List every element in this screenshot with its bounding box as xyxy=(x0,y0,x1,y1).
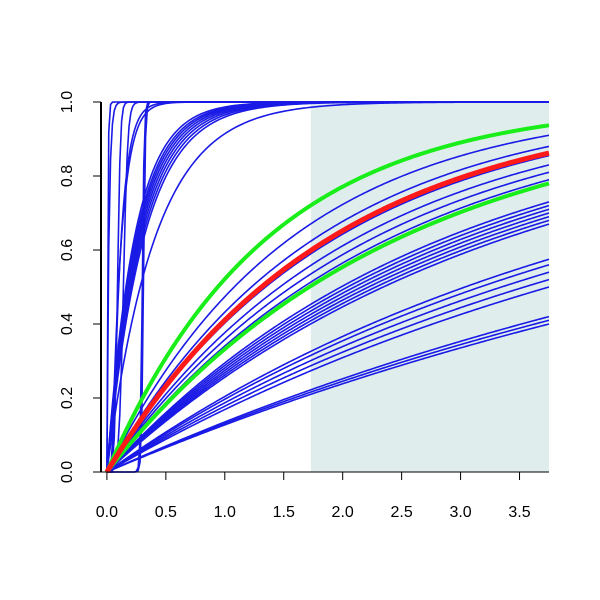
axes-layer: 0.0 0.5 1.0 1.5 2.0 2.5 3.0 3.5 0.0 0.2 0.4 0.6 0.8 1… xyxy=(59,91,549,521)
y-tick-label-2: 0.4 xyxy=(59,313,76,335)
slow-curve-21 xyxy=(106,323,550,473)
slow-curve-5 xyxy=(106,171,550,473)
y-tick-label-4: 0.8 xyxy=(59,165,76,187)
slow-curve-15 xyxy=(106,264,550,473)
slow-curve-7 xyxy=(106,201,550,473)
slow-curve-1 xyxy=(106,134,550,473)
y-tick-label-5: 1.0 xyxy=(59,91,76,113)
slow-curve-2 xyxy=(106,145,550,473)
slow-curve-4 xyxy=(106,164,550,473)
slow-curve-9 xyxy=(106,208,550,473)
slow-curve-10 xyxy=(106,212,550,473)
slow-curve-19 xyxy=(106,315,550,473)
slow-curve-12 xyxy=(106,219,550,473)
slow-curve-17 xyxy=(106,278,550,473)
y-tick-label-1: 0.2 xyxy=(59,387,76,409)
y-tick-label-0: 0.0 xyxy=(59,461,76,483)
curves-layer xyxy=(104,101,550,474)
x-tick-label-3: 1.5 xyxy=(273,504,295,521)
slow-curve-8 xyxy=(106,204,550,473)
x-tick-label-7: 3.5 xyxy=(508,504,530,521)
x-tick-label-4: 2.0 xyxy=(332,504,354,521)
slow-curve-13 xyxy=(106,223,550,473)
slow-curve-16 xyxy=(106,271,550,473)
x-tick-label-1: 0.5 xyxy=(155,504,177,521)
slow-curve-20 xyxy=(106,319,550,473)
mean-curve xyxy=(104,150,550,474)
slow-curve-14 xyxy=(106,258,550,473)
slow-curve-18 xyxy=(106,286,550,473)
slow-curve-0 xyxy=(106,101,549,473)
x-tick-label-6: 3.0 xyxy=(449,504,471,521)
bound-curve-0 xyxy=(105,123,550,473)
x-tick-label-5: 2.5 xyxy=(391,504,413,521)
x-tick-label-0: 0.0 xyxy=(96,504,118,521)
slow-curve-11 xyxy=(106,215,550,473)
bound-curve-1 xyxy=(105,181,550,474)
y-tick-label-3: 0.6 xyxy=(59,239,76,261)
x-tick-label-2: 1.0 xyxy=(214,504,236,521)
